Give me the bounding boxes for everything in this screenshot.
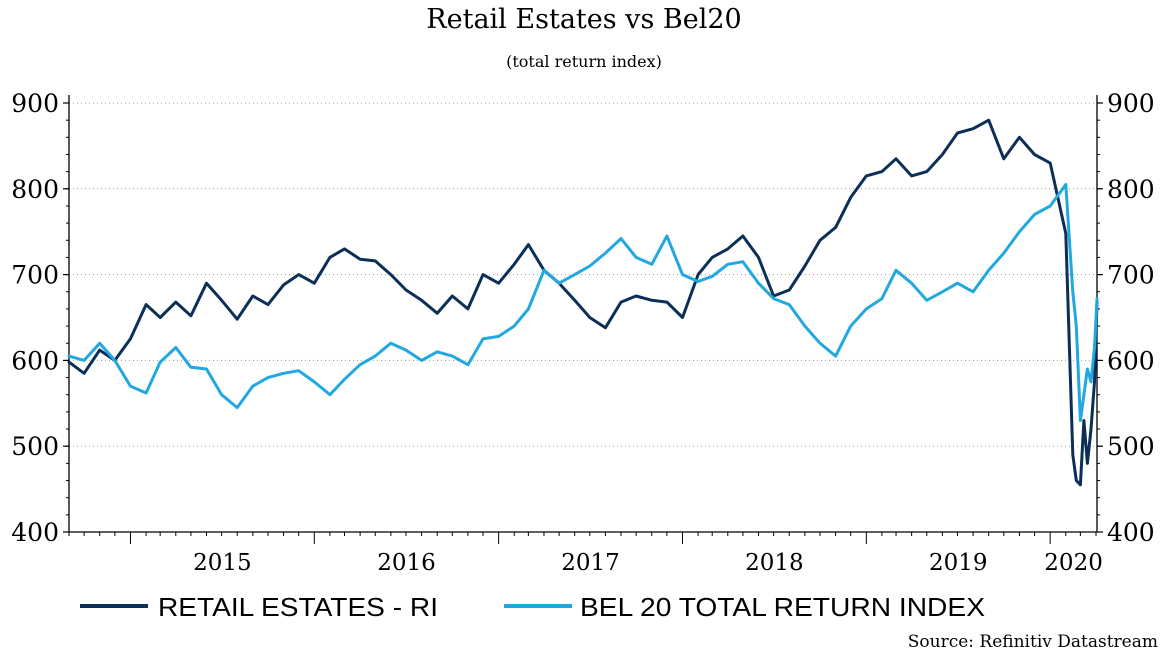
x-tick-label: 2017 xyxy=(561,550,620,576)
y-tick-label-right: 600 xyxy=(1107,346,1155,375)
y-tick-label-left: 700 xyxy=(11,261,59,290)
y-tick-label-right: 700 xyxy=(1107,261,1155,290)
y-tick-label-left: 800 xyxy=(11,175,59,204)
source-note: Source: Refinitiv Datastream xyxy=(907,632,1158,652)
x-tick-label: 2020 xyxy=(1044,550,1103,576)
legend-label-2: BEL 20 TOTAL RETURN INDEX xyxy=(580,592,985,622)
series-line-1 xyxy=(67,118,1099,487)
legend: RETAIL ESTATES - RI BEL 20 TOTAL RETURN I… xyxy=(80,592,985,622)
series-line-2 xyxy=(67,183,1099,422)
gridlines xyxy=(69,102,1097,447)
y-tick-label-left: 500 xyxy=(11,432,59,461)
y-tick-label-left: 400 xyxy=(11,518,59,547)
x-tick-label: 2019 xyxy=(929,550,988,576)
chart-subtitle: (total return index) xyxy=(506,52,662,71)
series-lines xyxy=(67,118,1099,487)
chart-title: Retail Estates vs Bel20 xyxy=(426,4,742,35)
legend-label-1: RETAIL ESTATES - RI xyxy=(158,592,438,622)
y-tick-label-right: 900 xyxy=(1107,89,1155,118)
x-tick-label: 2018 xyxy=(745,550,804,576)
y-tick-label-right: 400 xyxy=(1107,518,1155,547)
y-tick-label-right: 800 xyxy=(1107,175,1155,204)
y-tick-label-right: 500 xyxy=(1107,432,1155,461)
x-tick-label: 2015 xyxy=(193,550,252,576)
axes: 400 400 500 500 600 600 700 700 800 800 900 900 2015… xyxy=(11,89,1154,576)
x-tick-label: 2016 xyxy=(377,550,436,576)
y-tick-label-left: 900 xyxy=(11,89,59,118)
y-tick-label-left: 600 xyxy=(11,346,59,375)
